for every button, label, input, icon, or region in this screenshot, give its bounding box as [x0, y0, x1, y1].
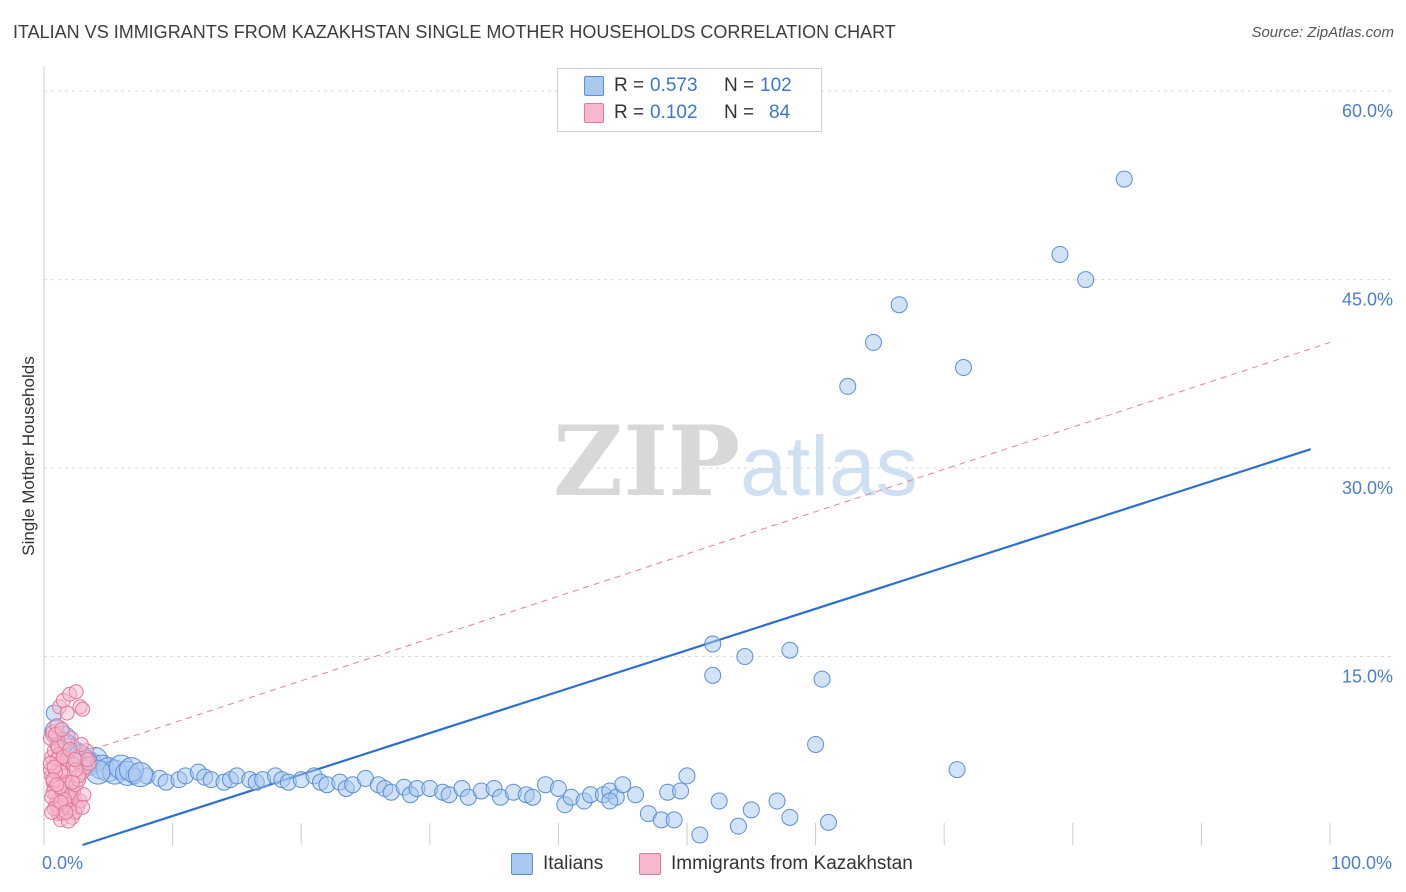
italians-point	[781, 641, 799, 659]
y-tick-label: 15.0%	[1342, 667, 1393, 687]
italians-point	[890, 296, 908, 314]
italians-point	[819, 813, 837, 831]
italians-point	[672, 782, 690, 800]
italians-point	[1077, 271, 1095, 289]
italians-point	[627, 786, 645, 804]
italians-point	[813, 670, 831, 688]
legend-r-value: 0.102	[650, 102, 698, 123]
kazakhstan-point	[54, 721, 70, 737]
italians-point	[768, 792, 786, 810]
bottom-legend-swatch-kazakhstan	[639, 853, 661, 875]
kazakhstan-point	[49, 777, 65, 793]
italians-point	[954, 359, 972, 377]
watermark: ZIPatlas	[553, 405, 918, 518]
italians-point	[839, 377, 857, 395]
y-tick-label: 45.0%	[1342, 290, 1393, 310]
italians-point	[948, 761, 966, 779]
y-tick-label: 30.0%	[1342, 478, 1393, 498]
y-tick-label: 60.0%	[1342, 101, 1393, 121]
italians-point	[807, 735, 825, 753]
italians-point	[601, 792, 619, 810]
italians-point	[524, 788, 542, 806]
legend-r-value: 0.573	[650, 75, 698, 96]
kazakhstan-point	[67, 752, 83, 768]
watermark-atlas: atlas	[740, 419, 918, 513]
italians-point	[736, 648, 754, 666]
kazakhstan-trendline	[50, 341, 1331, 764]
legend-swatch-kazakhstan	[584, 103, 604, 123]
y-axis-label: Single Mother Households	[19, 356, 38, 556]
kazakhstan-point	[64, 774, 80, 790]
kazakhstan-point	[58, 804, 74, 820]
italians-point	[614, 776, 632, 794]
x-tick-label: 100.0%	[1331, 853, 1392, 873]
kazakhstan-point	[80, 752, 96, 768]
legend-n-label: N =	[724, 75, 755, 96]
kazakhstan-point	[76, 787, 92, 803]
kazakhstan-point	[68, 684, 84, 700]
italians-point	[678, 767, 696, 785]
kazakhstan-point	[75, 701, 91, 717]
legend-n-value: 102	[760, 75, 792, 96]
bottom-legend-label-kazakhstan: Immigrants from Kazakhstan	[671, 853, 913, 874]
bottom-legend-swatch-italians	[511, 853, 533, 875]
italians-point	[1051, 245, 1069, 263]
tick-layer: 15.0% 30.0% 45.0% 60.0% 0.0% 100.0%	[42, 101, 1393, 873]
italians-point	[864, 333, 882, 351]
italians-point	[729, 817, 747, 835]
legend-r-label: R =	[614, 102, 645, 123]
legend-row-italians: R = 0.573 N = 102	[558, 73, 821, 99]
legend-row-kazakhstan: R = 0.102 N = 84	[558, 100, 821, 126]
source-label: Source: ZipAtlas.com	[1251, 24, 1394, 41]
bottom-legend-label-italians: Italians	[543, 853, 604, 874]
italians-point	[549, 779, 567, 797]
italians-point	[704, 635, 722, 653]
legend-n-label: N =	[724, 102, 755, 123]
correlation-legend: R = 0.573 N = 102 R = 0.102 N = 84	[557, 68, 822, 132]
legend-r-label: R =	[614, 75, 645, 96]
watermark-zip: ZIP	[553, 405, 741, 518]
italians-point	[127, 762, 153, 788]
legend-swatch-italians	[584, 76, 604, 96]
italians-point	[1115, 170, 1133, 188]
italians-point	[781, 808, 799, 826]
grid-layer	[43, 66, 1395, 845]
points-layer	[42, 170, 1133, 844]
x-tick-label: 0.0%	[42, 853, 83, 873]
legend-n-value: 84	[769, 102, 791, 123]
italians-point	[665, 811, 683, 829]
italians-point	[691, 826, 709, 844]
kazakhstan-point	[59, 705, 75, 721]
italians-point	[710, 792, 728, 810]
kazakhstan-point	[75, 799, 91, 815]
italians-point	[742, 801, 760, 819]
italians-point	[704, 666, 722, 684]
chart-title: ITALIAN VS IMMIGRANTS FROM KAZAKHSTAN SI…	[13, 22, 896, 42]
